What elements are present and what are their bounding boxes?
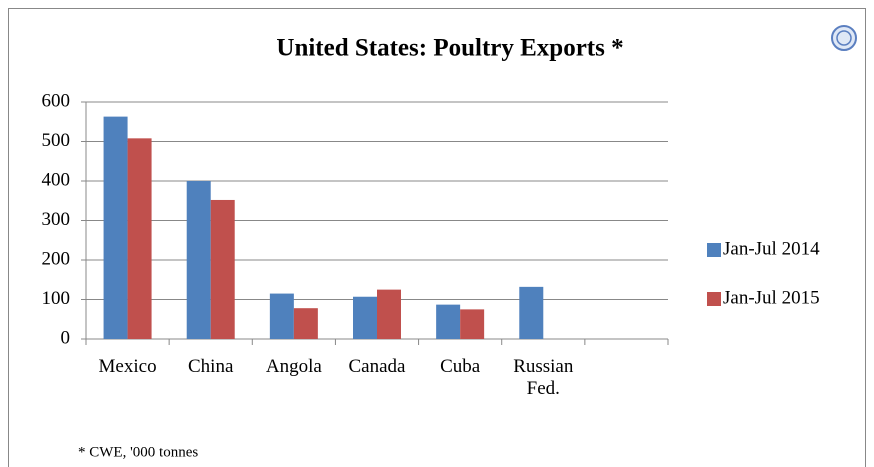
y-tick-label: 600 [42,90,71,111]
x-tick-label: Angola [265,356,322,377]
y-tick-label: 0 [61,327,71,348]
bar [293,308,318,339]
legend-label: Jan-Jul 2014 [723,238,820,259]
x-tick-label: China [188,356,234,377]
x-tick-label: Cuba [440,356,481,377]
footnote: * CWE, '000 tonnes [78,444,198,460]
legend-label: Jan-Jul 2015 [723,287,820,308]
bar [210,199,235,339]
bar [269,293,294,339]
bar [519,286,544,339]
legend-swatch [707,292,721,306]
y-tick-label: 200 [42,248,71,269]
bar [436,304,461,339]
bar [353,296,377,339]
y-tick-label: 500 [42,130,71,151]
legend-swatch [707,243,721,257]
fao-logo [831,25,857,51]
bar [460,309,485,339]
y-tick-label: 300 [42,209,71,230]
bar [377,289,401,339]
chart-title: United States: Poultry Exports * [276,35,623,62]
x-tick-label: Mexico [98,356,157,377]
x-tick-label: Russian Fed. [513,356,574,399]
bar [186,181,211,339]
bar [103,116,128,340]
y-tick-label: 100 [42,288,71,309]
bar [127,138,152,339]
y-tick-label: 400 [42,169,71,190]
x-tick-label: Canada [348,356,406,377]
